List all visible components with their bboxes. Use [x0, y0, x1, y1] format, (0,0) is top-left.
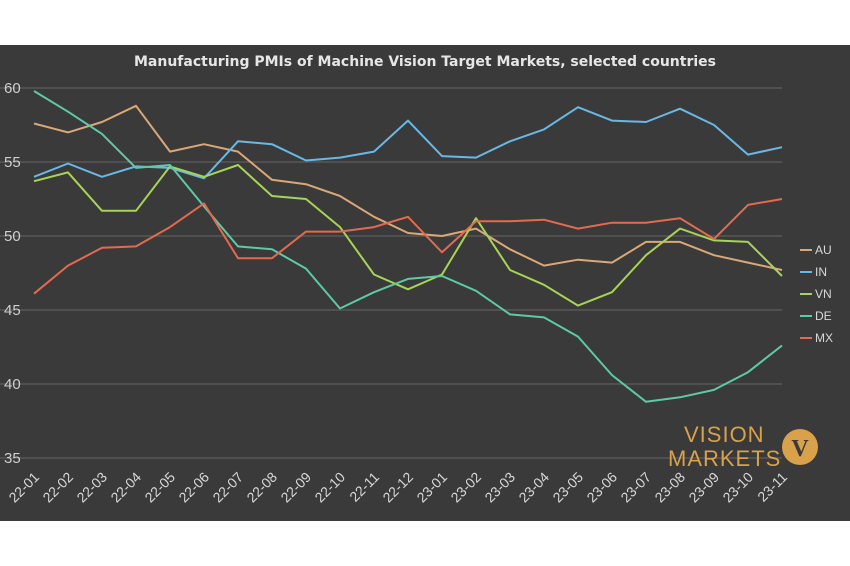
x-tick-label: 22-01: [5, 469, 42, 506]
line-chart: Manufacturing PMIs of Machine Vision Tar…: [0, 54, 833, 506]
y-tick-label: 45: [4, 302, 21, 319]
chart-panel: Manufacturing PMIs of Machine Vision Tar…: [0, 45, 850, 521]
legend-label-mx: MX: [815, 331, 833, 345]
x-tick-label: 22-11: [346, 469, 382, 505]
gridlines: [0, 87, 782, 459]
x-tick-label: 22-12: [379, 469, 416, 506]
series-line-mx: [33, 198, 783, 295]
x-tick-label: 23-01: [413, 469, 450, 506]
x-tick-label: 23-08: [651, 469, 688, 506]
logo-text-vision: VISION: [684, 422, 765, 447]
x-tick-label: 22-06: [175, 469, 212, 506]
series-line-in: [33, 106, 783, 180]
x-tick-label: 22-08: [243, 469, 280, 506]
chart-title: Manufacturing PMIs of Machine Vision Tar…: [134, 54, 716, 70]
y-tick-label: 35: [4, 450, 21, 467]
vision-markets-logo: VISION MARKETS V: [668, 422, 818, 471]
x-tick-label: 23-05: [549, 469, 586, 506]
x-tick-label: 23-03: [481, 469, 518, 506]
y-tick-label: 60: [4, 80, 21, 97]
y-tick-label: 50: [4, 228, 21, 245]
legend: AU IN VN DE MX: [800, 243, 833, 345]
logo-text-markets: MARKETS: [668, 446, 781, 471]
series-line-vn: [33, 164, 783, 307]
x-tick-label: 22-03: [73, 469, 110, 506]
series-line-de: [33, 90, 783, 403]
x-tick-label: 23-09: [685, 469, 722, 506]
legend-label-vn: VN: [815, 287, 832, 301]
x-tick-label: 23-11: [754, 469, 790, 505]
y-tick-label: 55: [4, 154, 21, 171]
legend-label-de: DE: [815, 309, 832, 323]
x-tick-label: 23-04: [515, 469, 552, 506]
logo-emblem-letter: V: [791, 436, 809, 462]
x-tick-label: 22-02: [39, 469, 76, 506]
x-tick-label: 22-04: [107, 469, 144, 506]
legend-label-au: AU: [815, 243, 832, 257]
x-tick-label: 23-02: [447, 469, 484, 506]
x-tick-label: 23-06: [583, 469, 620, 506]
x-tick-label: 22-07: [209, 469, 246, 506]
series-lines: [33, 90, 783, 403]
x-tick-label: 22-10: [311, 469, 348, 506]
x-tick-label: 23-07: [617, 469, 654, 506]
series-line-au: [33, 104, 783, 271]
x-tick-label: 23-10: [719, 469, 756, 506]
legend-label-in: IN: [815, 265, 827, 279]
y-tick-label: 40: [4, 376, 21, 393]
x-axis-ticks: 22-0122-0222-0322-0422-0522-0622-0722-08…: [5, 469, 790, 506]
x-tick-label: 22-05: [141, 469, 178, 506]
y-axis-ticks: 35 40 45 50 55 60: [4, 80, 21, 467]
x-tick-label: 22-09: [277, 469, 314, 506]
logo-emblem-circle: [782, 429, 818, 465]
